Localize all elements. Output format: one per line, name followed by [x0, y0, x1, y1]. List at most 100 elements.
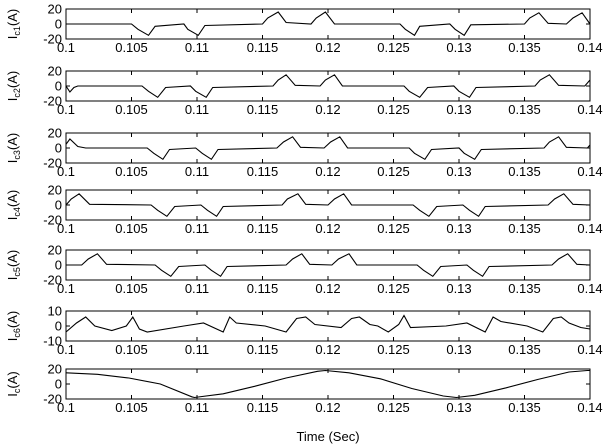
y-label-unit: (A): [5, 311, 20, 328]
x-tick-label: 0.13: [446, 164, 471, 179]
y-tick-label: 0: [55, 17, 62, 32]
y-tick-label: 20: [48, 64, 62, 79]
x-tick-label: 0.1: [57, 40, 75, 55]
x-tick-label: 0.13: [446, 400, 471, 415]
y-tick-label: 0: [55, 141, 62, 156]
x-tick-label: 0.135: [508, 102, 541, 117]
x-tick-label: 0.115: [247, 221, 279, 236]
series-line: [65, 369, 590, 399]
y-label-symbol: I: [5, 393, 20, 397]
y-label-symbol: I: [5, 36, 20, 40]
x-tick-label: 0.105: [115, 221, 148, 236]
x-tick-label: 0.11: [185, 102, 209, 117]
x-tick-label: 0.105: [115, 281, 148, 296]
x-tick-label: 0.1: [57, 342, 75, 357]
y-label-subscript: c: [12, 388, 22, 393]
y-label-unit: (A): [5, 371, 20, 388]
x-tick-label: 0.105: [115, 400, 148, 415]
x-tick-label: 0.135: [508, 400, 541, 415]
subplot-7: 0.1 0.105 0.11 0.115 0.12 0.125 0.13 0.135 0.14 2…: [5, 362, 603, 416]
x-tick-label: 0.135: [508, 221, 541, 236]
x-tick-label: 0.115: [247, 164, 279, 179]
y-label-symbol: I: [5, 217, 20, 221]
y-tick-label: 0: [55, 79, 62, 94]
y-axis-label: Ic1(A): [5, 9, 22, 39]
x-tick-label: 0.1: [57, 221, 75, 236]
x-axis-label: Time (Sec): [296, 429, 359, 444]
subplot-4: 0.1 0.105 0.11 0.115 0.12 0.125 0.13 0.135 0.14 2…: [5, 183, 603, 237]
series-line: [65, 193, 591, 218]
x-tick-label: 0.105: [115, 40, 148, 55]
y-tick-label: 10: [48, 304, 62, 319]
x-tick-label: 0.115: [247, 40, 279, 55]
subplot-1: 0.1 0.105 0.11 0.115 0.12 0.125 0.13 0.135 0.14 2…: [5, 2, 603, 56]
y-tick-label: -20: [43, 273, 62, 288]
y-axis-label: Ic(A): [5, 371, 22, 396]
x-tick-label: 0.14: [577, 102, 602, 117]
x-tick-label: 0.1: [57, 102, 75, 117]
subplot-5: 0.1 0.105 0.11 0.115 0.12 0.125 0.13 0.135 0.14 2…: [5, 243, 603, 297]
y-label-subscript: c4: [12, 207, 22, 217]
x-tick-label: 0.11: [185, 400, 209, 415]
x-tick-label: 0.12: [315, 342, 340, 357]
y-axis-label: Ic2(A): [5, 71, 22, 101]
y-tick-label: -20: [43, 156, 62, 171]
series-line: [65, 136, 591, 161]
x-tick-label: 0.11: [185, 40, 209, 55]
y-tick-label: -20: [43, 392, 62, 407]
x-tick-label: 0.13: [446, 102, 471, 117]
x-tick-label: 0.14: [577, 400, 602, 415]
x-tick-label: 0.115: [247, 102, 279, 117]
x-tick-label: 0.135: [508, 40, 541, 55]
subplot-2: 0.1 0.105 0.11 0.115 0.12 0.125 0.13 0.135 0.14 2…: [5, 64, 603, 118]
series-line: [66, 11, 591, 37]
x-tick-label: 0.13: [446, 342, 471, 357]
y-tick-label: 0: [55, 319, 62, 334]
x-tick-label: 0.125: [377, 400, 410, 415]
subplots-group: 0.1 0.105 0.11 0.115 0.12 0.125 0.13 0.135 0.14 2…: [5, 2, 603, 416]
x-tick-label: 0.12: [315, 40, 340, 55]
x-tick-label: 0.11: [185, 164, 209, 179]
y-axis-label: Ic4(A): [5, 190, 22, 220]
y-label-unit: (A): [5, 190, 20, 207]
y-label-unit: (A): [5, 133, 20, 150]
series-line: [65, 74, 591, 99]
y-tick-label: 20: [48, 126, 62, 141]
x-tick-label: 0.115: [247, 281, 279, 296]
y-label-unit: (A): [5, 250, 20, 267]
y-tick-label: -20: [43, 32, 62, 47]
y-label-unit: (A): [5, 9, 20, 26]
x-tick-label: 0.115: [247, 342, 279, 357]
x-tick-label: 0.12: [315, 281, 340, 296]
x-tick-label: 0.12: [315, 400, 340, 415]
x-tick-label: 0.135: [508, 342, 541, 357]
x-tick-label: 0.115: [247, 400, 279, 415]
y-label-symbol: I: [5, 160, 20, 164]
y-label-symbol: I: [5, 338, 20, 342]
x-tick-label: 0.135: [508, 281, 541, 296]
subplot-3: 0.1 0.105 0.11 0.115 0.12 0.125 0.13 0.135 0.14 2…: [5, 126, 603, 180]
x-tick-label: 0.11: [185, 342, 209, 357]
x-tick-label: 0.1: [57, 164, 75, 179]
y-label-subscript: c6: [12, 328, 22, 338]
x-tick-label: 0.125: [377, 281, 410, 296]
y-label-unit: (A): [5, 71, 20, 88]
y-axis-label: Ic6(A): [5, 311, 22, 341]
y-axis-label: Ic3(A): [5, 133, 22, 163]
x-tick-label: 0.125: [377, 164, 410, 179]
x-tick-label: 0.125: [377, 342, 410, 357]
x-tick-label: 0.12: [315, 102, 340, 117]
series-line: [65, 314, 591, 333]
x-tick-label: 0.125: [377, 221, 410, 236]
x-tick-label: 0.13: [446, 221, 471, 236]
x-tick-label: 0.11: [185, 221, 209, 236]
y-tick-label: -10: [43, 334, 62, 349]
x-tick-label: 0.125: [377, 40, 410, 55]
y-label-subscript: c2: [12, 88, 22, 98]
x-tick-label: 0.1: [57, 281, 75, 296]
y-axis-label: Ic5(A): [5, 250, 22, 280]
y-tick-label: 20: [48, 2, 62, 17]
x-tick-label: 0.125: [377, 102, 410, 117]
x-tick-label: 0.14: [577, 40, 602, 55]
x-tick-label: 0.1: [57, 400, 75, 415]
